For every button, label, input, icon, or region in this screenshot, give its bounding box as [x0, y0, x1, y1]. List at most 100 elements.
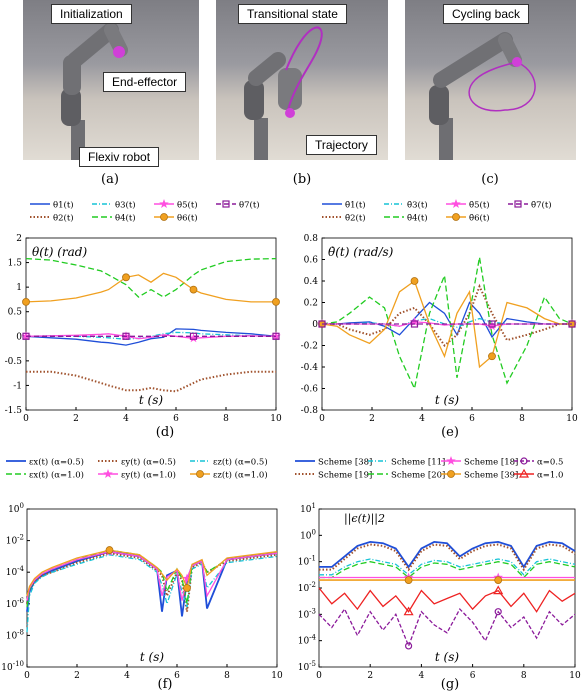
- x-tick-label: 0: [23, 414, 29, 424]
- y-tick-label: 10-1: [298, 555, 316, 568]
- series-line: [319, 543, 576, 572]
- x-tick-label: 4: [123, 414, 129, 424]
- y-axis-label-d: θ(t) (rad): [32, 245, 87, 259]
- x-tick-label: 10: [270, 414, 282, 424]
- legend-label: α=0.5: [537, 458, 563, 468]
- series-marker: [410, 277, 419, 285]
- x-tick-label: 6: [174, 671, 180, 681]
- legend-label: θ5(t): [177, 200, 198, 211]
- x-tick-label: 10: [271, 671, 283, 681]
- legend-label: θ̇2(t): [345, 213, 366, 224]
- y-axis-label-e: θ̇(t) (rad/s): [328, 245, 394, 259]
- series-marker: [272, 297, 280, 306]
- legend-label: Scheme [20]: [391, 471, 445, 481]
- robot-illustration-c: [429, 32, 536, 160]
- y-tick-label: 1.5: [8, 259, 23, 269]
- y-tick-label: 0: [312, 320, 318, 330]
- legend-label: θ6(t): [177, 213, 198, 224]
- y-tick-label: 10-3: [298, 607, 316, 620]
- series-line: [319, 561, 576, 579]
- legend-label: θ̇4(t): [407, 213, 428, 224]
- y-tick-label: -0.6: [301, 385, 319, 395]
- x-axis-label-g: t (s): [435, 650, 459, 664]
- series-line: [25, 328, 277, 346]
- y-tick-label: 0.4: [304, 277, 319, 287]
- caption-a: (a): [101, 172, 119, 187]
- x-tick-label: 8: [223, 414, 229, 424]
- legend-label: θ2(t): [53, 213, 74, 224]
- series-marker: [487, 321, 497, 331]
- legend-marker: [159, 199, 169, 208]
- series-marker: [488, 352, 496, 361]
- y-tick-label: 0.5: [8, 308, 23, 318]
- y-tick-label: -0.2: [301, 342, 318, 352]
- series-marker: [403, 606, 414, 616]
- series-marker: [189, 332, 198, 340]
- series-line: [318, 607, 576, 648]
- legend-label: εx(t) (α=0.5): [29, 457, 84, 468]
- series-line: [26, 552, 278, 612]
- y-tick-label: 1: [16, 283, 22, 293]
- legend-label: Scheme [39]: [464, 471, 518, 481]
- legend-label: εz(t) (α=0.5): [213, 457, 268, 468]
- y-tick-label: 10-6: [6, 597, 25, 610]
- legend-label: θ̇3(t): [407, 200, 428, 211]
- series-line: [26, 370, 276, 393]
- series-line: [319, 540, 576, 569]
- legend-marker: [196, 470, 204, 478]
- y-tick-label: -0.5: [5, 357, 23, 367]
- legend-marker: [514, 200, 522, 208]
- legend-label: εx(t) (α=1.0): [29, 470, 84, 481]
- legend-label: Scheme [19]: [318, 471, 372, 481]
- series-marker: [404, 576, 413, 585]
- caption-c: (c): [481, 172, 499, 187]
- series-line: [26, 549, 278, 597]
- caption-b: (b): [292, 172, 312, 187]
- x-tick-label: 8: [224, 671, 230, 681]
- legend-marker: [451, 199, 461, 208]
- legend-label: θ̇6(t): [469, 213, 490, 224]
- legend-label: α=1.0: [537, 471, 563, 481]
- y-tick-label: -1.5: [5, 406, 23, 416]
- legend-label: θ̇5(t): [469, 200, 490, 211]
- x-tick-label: 2: [73, 414, 79, 424]
- series-line: [318, 587, 576, 613]
- series-marker: [568, 320, 576, 328]
- scene-image-b: [216, 0, 388, 160]
- series-line: [319, 558, 576, 576]
- x-tick-label: 8: [519, 414, 525, 424]
- y-tick-label: 0.8: [304, 234, 319, 244]
- legend-label: θ4(t): [115, 213, 136, 224]
- legend-label: εz(t) (α=1.0): [213, 470, 268, 481]
- legend-label: Scheme [11]: [391, 458, 445, 468]
- legend-label: εy(t) (α=0.5): [121, 457, 176, 468]
- legend-label: θ1(t): [53, 200, 74, 211]
- x-tick-label: 2: [369, 414, 375, 424]
- legend-label: θ̇1(t): [345, 200, 366, 211]
- series-line: [321, 257, 573, 391]
- chart-joint-angles: 0 2 4 6 8 10 -1.5 -1 -0.5 0 0.5 1 1.5 2 t (s) θ(t) (rad…: [5, 199, 282, 424]
- legend-label: Scheme [18]: [464, 458, 518, 468]
- series-marker: [122, 273, 130, 282]
- robot-illustration-b: [244, 26, 323, 160]
- x-tick-label: 4: [419, 414, 425, 424]
- y-tick-label: 100: [300, 528, 316, 541]
- x-axis-label-e: t (s): [435, 393, 459, 407]
- legend-marker: [520, 457, 528, 465]
- scene-title-a: Initialization: [51, 4, 132, 24]
- legend-marker: [160, 213, 168, 221]
- legend-label: Scheme [38]: [318, 458, 372, 468]
- scene-panel-a: Initialization End-effector Flexiv robot: [23, 0, 199, 167]
- caption-f: (f): [157, 677, 173, 692]
- caption-g: (g): [440, 677, 460, 692]
- plot-area-f: [26, 508, 278, 668]
- scene-panel-c: Cycling back: [405, 0, 576, 160]
- x-tick-label: 0: [316, 671, 322, 681]
- series-marker: [105, 546, 114, 554]
- series-marker: [410, 320, 419, 328]
- y-tick-label: 10-5: [298, 660, 316, 673]
- chart-error-norm-comparison: 0 2 4 6 8 10 10-5 10-4 10-3 10-2 10-1 100 101 t (s) Sc…: [295, 456, 581, 681]
- y-tick-label: 2: [16, 234, 22, 244]
- x-tick-label: 6: [470, 671, 476, 681]
- y-tick-label: 0.2: [304, 299, 318, 309]
